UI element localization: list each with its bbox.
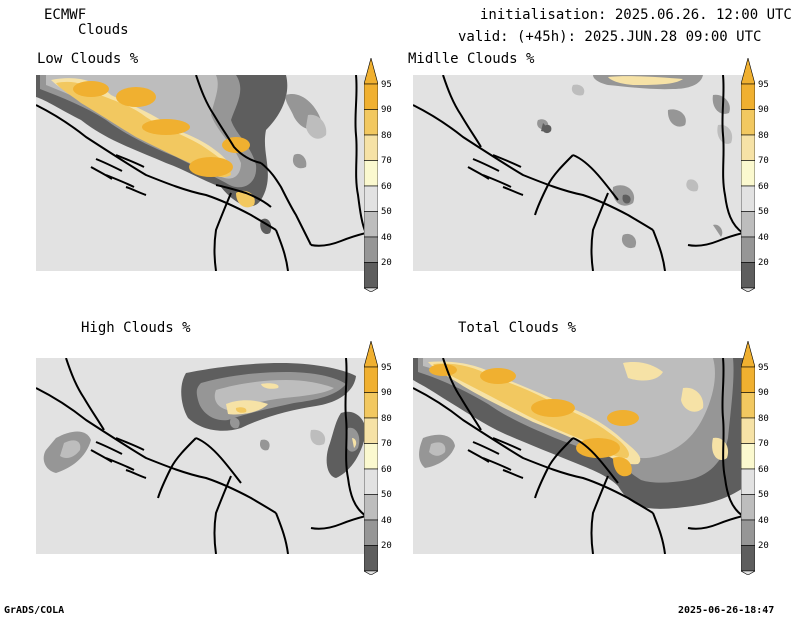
footer-timestamp: 2025-06-26-18:47 (678, 605, 775, 616)
colorbar-label: 20 (758, 258, 769, 269)
colorbar-segment-95 (741, 366, 755, 393)
colorbar-label: 80 (381, 413, 392, 424)
colorbar-label: 40 (381, 232, 392, 243)
colorbar-label: 90 (758, 388, 769, 399)
colorbar-segment-40 (364, 519, 378, 546)
colorbar-segment-70 (741, 160, 755, 187)
colorbar-segment-40 (364, 236, 378, 263)
colorbar-segment-80 (741, 417, 755, 444)
colorbar-label: 90 (381, 105, 392, 116)
colorbar-segment-50 (741, 211, 755, 238)
colorbar-segment-80 (364, 417, 378, 444)
colorbar-label: 60 (381, 464, 392, 475)
colorbar-segment-20 (364, 545, 378, 572)
colorbar-low (364, 58, 378, 292)
high-cloud-fields (43, 363, 366, 478)
colorbar-segment-70 (741, 443, 755, 470)
colorbar-label: 20 (381, 258, 392, 269)
colorbar-label: 50 (758, 207, 769, 218)
colorbar-segment-60 (741, 185, 755, 212)
colorbar-segment-95 (741, 83, 755, 110)
map-borders (36, 75, 366, 271)
colorbar-segment-90 (741, 109, 755, 136)
panel-title-middle: Midlle Clouds % (408, 51, 535, 67)
panel-title-low: Low Clouds % (37, 51, 139, 67)
colorbar-segment-50 (364, 494, 378, 521)
colorbar-label: 60 (758, 181, 769, 192)
colorbar-segment-95 (364, 366, 378, 393)
total-clouds-map (413, 358, 743, 554)
low-clouds-map (36, 75, 366, 271)
total-cloud-fields (413, 358, 743, 509)
colorbar-label: 95 (758, 79, 769, 90)
colorbar-top-arrow (741, 58, 755, 85)
colorbar-label: 50 (381, 490, 392, 501)
low-cloud-fields (36, 75, 327, 235)
colorbar-label: 20 (381, 541, 392, 552)
colorbar-label: 40 (758, 232, 769, 243)
product-label: Clouds (78, 22, 129, 38)
map-borders (413, 358, 743, 554)
initialisation-label: initialisation: 2025.06.26. 12:00 UTC (480, 7, 792, 23)
colorbar-label: 20 (758, 541, 769, 552)
high-clouds-map (36, 358, 366, 554)
colorbar-segment-60 (364, 185, 378, 212)
colorbar-top-arrow (364, 341, 378, 368)
colorbar-segment-60 (741, 468, 755, 495)
model-label: ECMWF (44, 7, 87, 23)
colorbar-segment-90 (741, 392, 755, 419)
colorbar-bottom-arrow (364, 570, 378, 575)
panel-title-high: High Clouds % (81, 320, 191, 336)
colorbar-segment-40 (741, 519, 755, 546)
colorbar-label: 80 (758, 130, 769, 141)
footer-software: GrADS/COLA (4, 605, 65, 616)
colorbar-total (741, 341, 755, 575)
colorbar-segment-50 (364, 211, 378, 238)
colorbar-segment-80 (741, 134, 755, 161)
colorbar-bottom-arrow (364, 287, 378, 292)
colorbar-top-arrow (741, 341, 755, 368)
colorbar-label: 50 (758, 490, 769, 501)
colorbar-label: 95 (381, 362, 392, 373)
colorbar-segment-70 (364, 443, 378, 470)
colorbar-segment-80 (364, 134, 378, 161)
colorbar-label: 95 (758, 362, 769, 373)
colorbar-segment-70 (364, 160, 378, 187)
colorbar-label: 50 (381, 207, 392, 218)
colorbar-label: 40 (758, 515, 769, 526)
valid-label: valid: (+45h): 2025.JUN.28 09:00 UTC (458, 29, 762, 45)
colorbar-label: 60 (758, 464, 769, 475)
colorbar-bottom-arrow (741, 570, 755, 575)
panel-title-total: Total Clouds % (458, 320, 577, 336)
colorbar-segment-95 (364, 83, 378, 110)
colorbar-high (364, 341, 378, 575)
map-background (413, 75, 743, 271)
colorbar-label: 80 (381, 130, 392, 141)
colorbar-segment-90 (364, 109, 378, 136)
map-borders (36, 358, 366, 554)
colorbar-label: 90 (758, 105, 769, 116)
colorbar-label: 60 (381, 181, 392, 192)
colorbar-label: 70 (381, 156, 392, 167)
colorbar-label: 95 (381, 79, 392, 90)
colorbar-label: 70 (381, 439, 392, 450)
colorbar-label: 70 (758, 439, 769, 450)
colorbar-segment-20 (741, 262, 755, 289)
colorbar-top-arrow (364, 58, 378, 85)
colorbar-bottom-arrow (741, 287, 755, 292)
colorbar-segment-90 (364, 392, 378, 419)
colorbar-segment-40 (741, 236, 755, 263)
colorbar-label: 40 (381, 515, 392, 526)
colorbar-label: 70 (758, 156, 769, 167)
middle-cloud-fields (537, 75, 733, 249)
colorbar-segment-60 (364, 468, 378, 495)
colorbar-segment-20 (364, 262, 378, 289)
middle-clouds-map (413, 75, 743, 271)
colorbar-segment-50 (741, 494, 755, 521)
colorbar-middle (741, 58, 755, 292)
colorbar-label: 80 (758, 413, 769, 424)
map-borders (413, 75, 743, 271)
colorbar-segment-20 (741, 545, 755, 572)
colorbar-label: 90 (381, 388, 392, 399)
